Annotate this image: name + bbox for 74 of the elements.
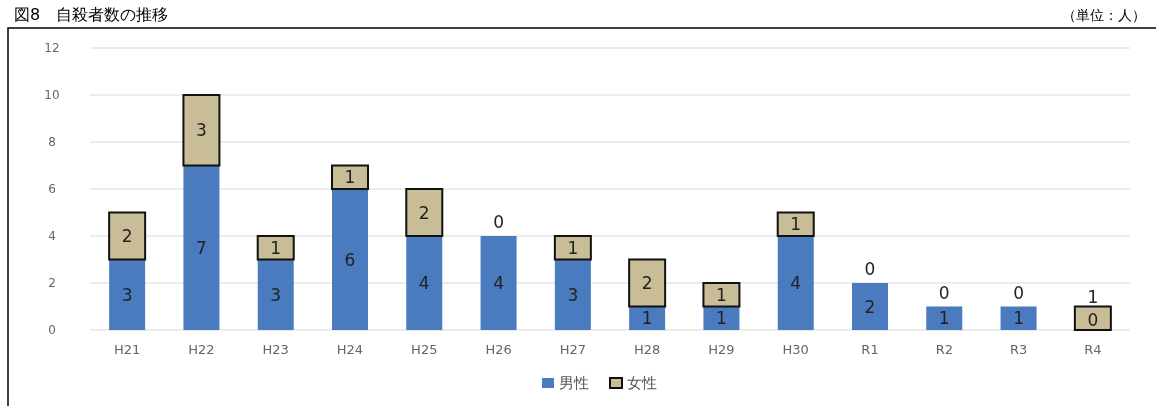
y-tick-label: 6 [48,182,56,196]
x-tick-label: R2 [935,342,953,357]
data-label: 2 [641,273,653,293]
bar [852,283,888,330]
x-tick-label: R3 [1009,342,1028,357]
data-label: 2 [121,226,133,246]
data-label: 2 [864,296,876,317]
data-label: 4 [493,273,504,293]
bar [926,306,963,330]
x-tick-label: H26 [485,342,512,357]
data-label: 2 [418,202,430,223]
bar [480,236,517,330]
x-tick-label: H27 [559,342,587,357]
data-label: 0 [1087,310,1099,330]
bar [257,259,294,330]
bar [1073,305,1112,331]
data-label: 6 [344,249,356,270]
bar [702,282,741,308]
data-label: 0 [938,282,950,303]
data-label: 1 [938,308,950,329]
y-tick-label: 0 [48,323,56,337]
x-tick-label: H28 [633,342,661,357]
data-label: 3 [270,284,282,305]
bar [405,188,444,237]
data-label: 3 [196,120,207,141]
data-label: 1 [1013,308,1024,329]
legend-label: 男性 [559,374,589,392]
x-tick-label: H22 [188,342,215,357]
bar [109,259,146,330]
data-label: 0 [493,212,504,232]
y-tick-label: 12 [44,41,60,55]
data-label: 7 [196,237,207,258]
bar [108,211,147,261]
data-label: 0 [1013,282,1024,303]
data-label: 1 [344,167,356,188]
data-label: 4 [790,273,802,293]
x-tick-label: R4 [1084,342,1102,357]
data-label: 1 [716,284,727,305]
legend-label: 女性 [627,374,657,392]
y-tick-label: 8 [48,135,56,149]
data-label: 1 [790,214,802,235]
bar [628,258,667,308]
x-tick-label: H29 [708,342,735,357]
data-label: 1 [567,237,579,258]
data-label: 1 [270,237,282,258]
data-label: 0 [864,259,876,279]
y-tick-label: 2 [48,276,56,290]
x-tick-label: H30 [782,342,809,357]
x-tick-label: R1 [861,342,879,357]
bar [256,235,295,261]
data-label: 3 [567,284,579,305]
bar [554,259,591,330]
bar [182,94,221,167]
data-label: 3 [121,284,133,305]
bar [331,164,369,190]
x-tick-label: H21 [113,342,141,357]
bar [1000,306,1037,330]
bar [332,189,368,330]
y-tick-label: 4 [48,229,56,243]
bar [777,236,814,330]
x-tick-label: H23 [262,342,289,357]
data-label: 4 [418,273,430,293]
text: （単位：人） [1062,7,1146,23]
chart-title: 図8 自殺者数の推移 [14,5,169,24]
data-label: 1 [716,308,727,329]
data-label: 1 [1087,286,1099,307]
bar [776,211,815,237]
y-tick-label: 10 [44,88,60,102]
bar [553,235,592,261]
bar [183,165,220,330]
x-tick-label: H25 [411,342,438,357]
x-tick-label: H24 [336,342,364,357]
bar [406,236,443,330]
data-label: 1 [641,308,653,329]
